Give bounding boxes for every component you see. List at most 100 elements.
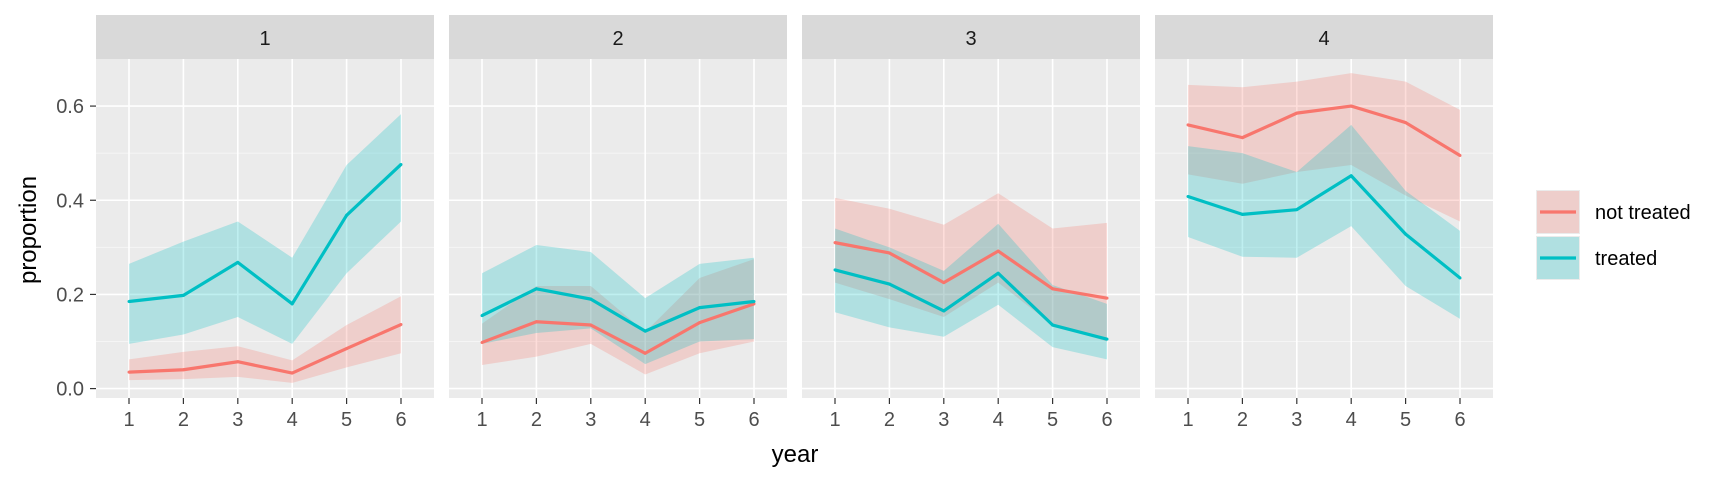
data-point bbox=[480, 340, 484, 344]
data-point bbox=[534, 287, 538, 291]
x-tick-label: 6 bbox=[395, 409, 406, 431]
data-point bbox=[589, 323, 593, 327]
x-axis-label: year bbox=[772, 441, 819, 468]
facet-strip bbox=[96, 15, 434, 59]
x-tick-label: 4 bbox=[1346, 409, 1357, 431]
data-point bbox=[833, 241, 837, 245]
x-tick-label: 2 bbox=[1237, 409, 1248, 431]
legend: not treated treated bbox=[1536, 190, 1691, 280]
data-point bbox=[1105, 337, 1109, 341]
x-tick-label: 6 bbox=[1454, 409, 1465, 431]
x-tick-label: 4 bbox=[640, 409, 651, 431]
y-tick-label: 0.0 bbox=[56, 379, 84, 401]
data-point bbox=[236, 260, 240, 264]
legend-item: treated bbox=[1536, 236, 1657, 280]
data-point bbox=[833, 268, 837, 272]
data-point bbox=[534, 320, 538, 324]
data-point bbox=[1404, 232, 1408, 236]
data-point bbox=[127, 299, 131, 303]
x-tick-label: 5 bbox=[1047, 409, 1058, 431]
data-point bbox=[1186, 194, 1190, 198]
legend-item: not treated bbox=[1536, 190, 1691, 234]
series-line-not-treated bbox=[481, 302, 755, 355]
series-line-treated bbox=[1187, 174, 1462, 280]
ribbon-treated bbox=[482, 244, 754, 365]
y-axis: 0.0 0.2 0.4 0.6 bbox=[56, 96, 96, 401]
data-point bbox=[480, 314, 484, 318]
x-tick-label: 6 bbox=[1101, 409, 1112, 431]
x-tick-label: 5 bbox=[1400, 409, 1411, 431]
data-point bbox=[1051, 323, 1055, 327]
x-tick-label: 1 bbox=[476, 409, 487, 431]
series-line-not-treated bbox=[128, 323, 402, 375]
x-tick-label: 4 bbox=[287, 409, 298, 431]
y-axis-label: proportion bbox=[15, 176, 42, 284]
x-tick-label: 3 bbox=[232, 409, 243, 431]
ribbon-not-treated bbox=[129, 296, 401, 383]
facet-strip bbox=[802, 15, 1140, 59]
data-point bbox=[1295, 111, 1299, 115]
data-point bbox=[181, 368, 185, 372]
data-point bbox=[1404, 121, 1408, 125]
x-tick-label: 4 bbox=[993, 409, 1004, 431]
series-line-not-treated bbox=[1187, 104, 1461, 157]
x-tick-label: 1 bbox=[829, 409, 840, 431]
x-tick-label: 1 bbox=[1182, 409, 1193, 431]
x-tick-label: 3 bbox=[938, 409, 949, 431]
x-tick-label: 5 bbox=[694, 409, 705, 431]
data-point bbox=[1295, 208, 1299, 212]
panels-group: 1 1 2 3 4 5 6 2 1 2 3 4 5 6 3 1 2 3 4 5 6 4 1 2 3 4 5 6 bbox=[96, 15, 1493, 431]
data-point bbox=[1349, 104, 1353, 108]
data-point bbox=[887, 282, 891, 286]
x-tick-label: 2 bbox=[884, 409, 895, 431]
data-point bbox=[752, 299, 756, 303]
facet-label: 4 bbox=[1318, 28, 1329, 50]
series-line-treated bbox=[128, 163, 403, 306]
panel-2: 2 1 2 3 4 5 6 bbox=[449, 15, 787, 431]
panel-4: 4 1 2 3 4 5 6 bbox=[1155, 15, 1493, 431]
panel-3: 3 1 2 3 4 5 6 bbox=[802, 15, 1140, 431]
data-point bbox=[290, 371, 294, 375]
series-line-treated bbox=[834, 268, 1108, 341]
data-point bbox=[1186, 123, 1190, 127]
data-point bbox=[643, 351, 647, 355]
facet-label: 3 bbox=[965, 28, 976, 50]
data-point bbox=[643, 329, 647, 333]
x-tick-label: 3 bbox=[585, 409, 596, 431]
data-point bbox=[345, 213, 349, 217]
data-point bbox=[1458, 276, 1462, 280]
y-tick-label: 0.4 bbox=[56, 190, 84, 212]
facet-strip bbox=[449, 15, 787, 59]
y-tick-label: 0.6 bbox=[56, 96, 84, 118]
data-point bbox=[181, 293, 185, 297]
data-point bbox=[942, 281, 946, 285]
data-point bbox=[1458, 154, 1462, 158]
series-line-not-treated bbox=[834, 241, 1108, 300]
data-point bbox=[996, 249, 1000, 253]
x-tick-label: 3 bbox=[1291, 409, 1302, 431]
data-point bbox=[1240, 212, 1244, 216]
data-point bbox=[1105, 296, 1109, 300]
legend-label: treated bbox=[1595, 248, 1657, 270]
x-tick-label: 2 bbox=[531, 409, 542, 431]
legend-label: not treated bbox=[1595, 202, 1691, 224]
series-line-treated bbox=[481, 287, 755, 333]
facet-strip bbox=[1155, 15, 1493, 59]
facet-label: 1 bbox=[259, 28, 270, 50]
data-point bbox=[290, 302, 294, 306]
data-point bbox=[399, 323, 403, 327]
x-tick-label: 6 bbox=[748, 409, 759, 431]
data-point bbox=[698, 306, 702, 310]
data-point bbox=[236, 360, 240, 364]
data-point bbox=[698, 321, 702, 325]
data-point bbox=[1240, 136, 1244, 140]
panel-1: 1 1 2 3 4 5 6 bbox=[96, 15, 434, 431]
x-tick-label: 2 bbox=[178, 409, 189, 431]
ribbon-treated bbox=[1188, 124, 1460, 319]
data-point bbox=[887, 251, 891, 255]
data-point bbox=[1051, 287, 1055, 291]
x-tick-label: 5 bbox=[341, 409, 352, 431]
data-point bbox=[589, 297, 593, 301]
data-point bbox=[1349, 174, 1353, 178]
